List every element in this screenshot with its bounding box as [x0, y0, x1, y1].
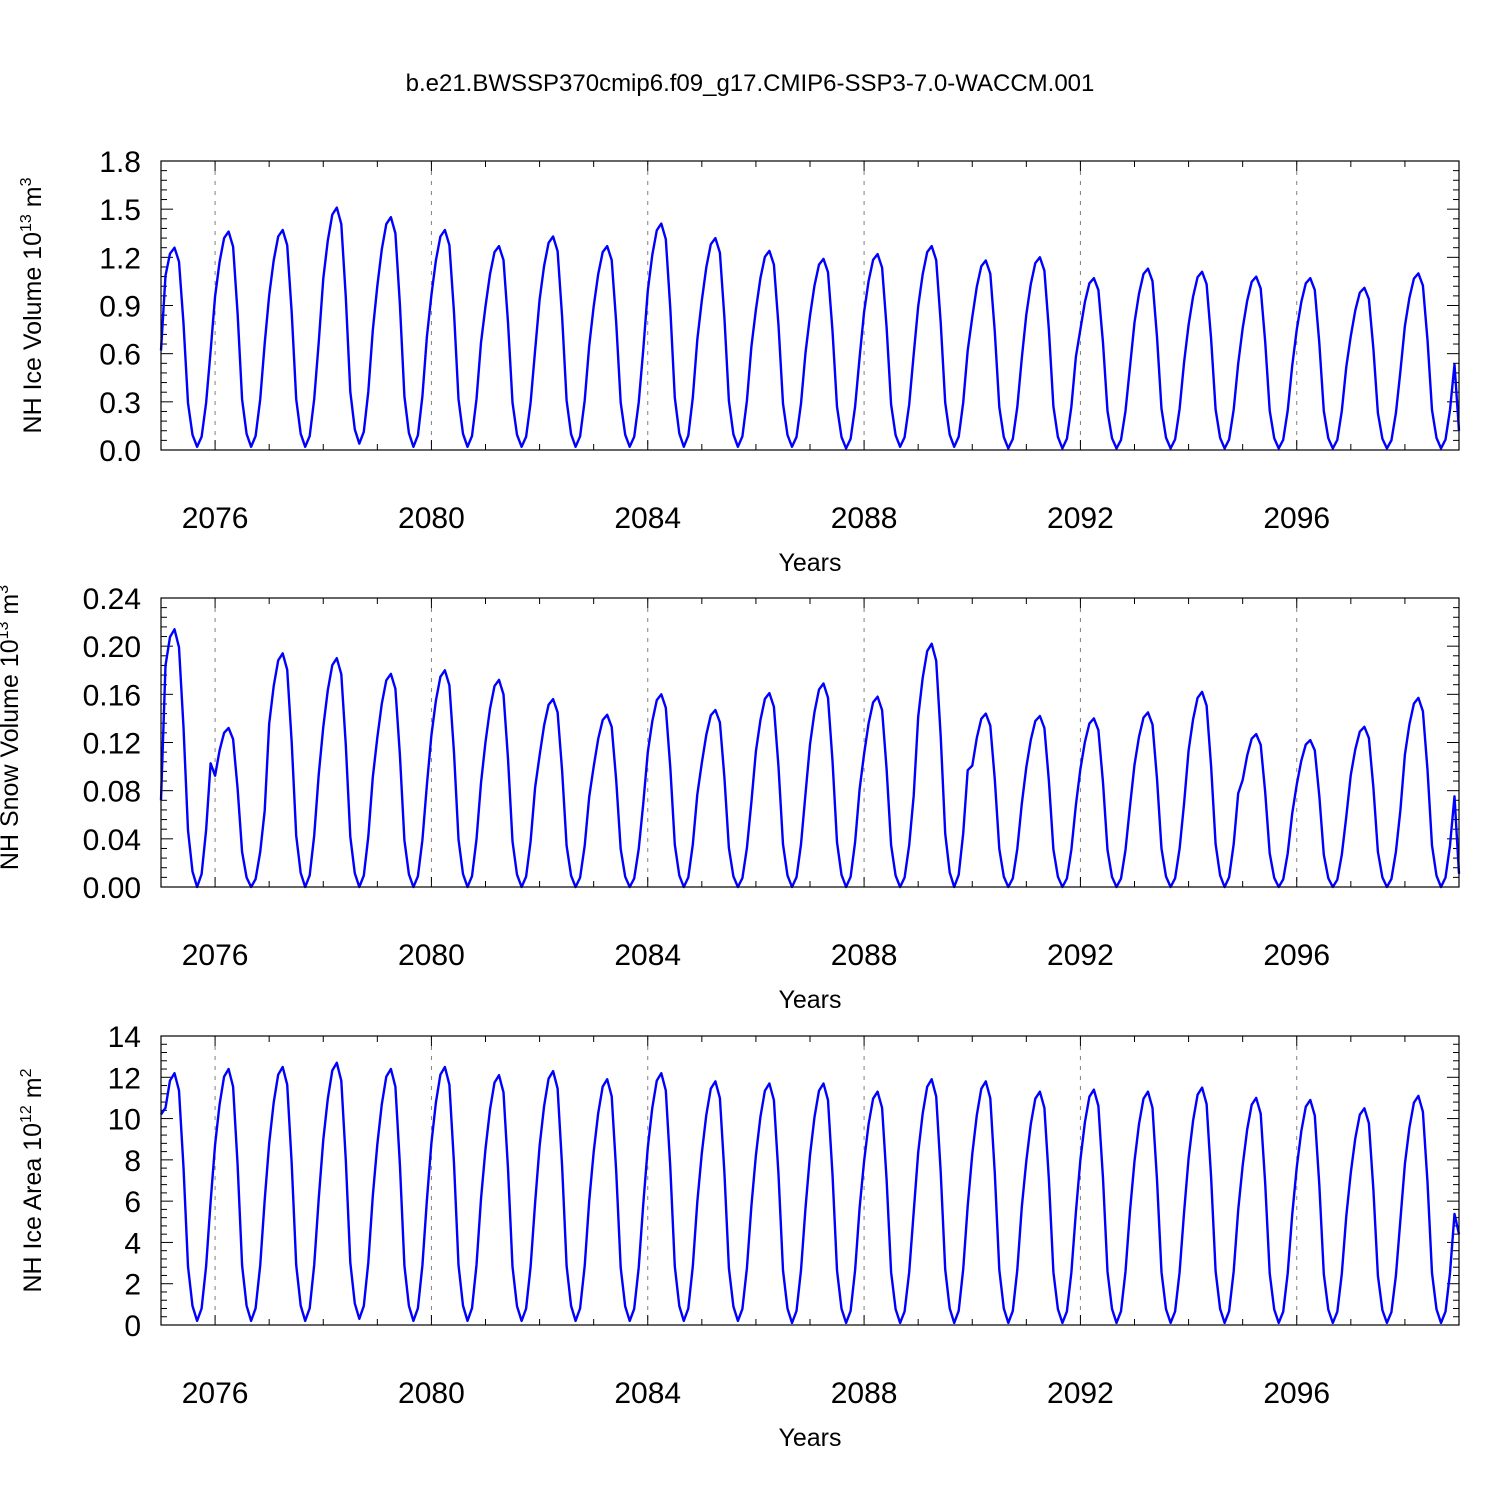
y-tick-label: 1.5 [99, 194, 141, 227]
x-tick-label: 2076 [182, 502, 249, 535]
y-tick-label: 12 [108, 1062, 141, 1095]
x-tick-label: 2088 [831, 939, 898, 972]
y-tick-label: 0.20 [83, 631, 141, 664]
x-axis-title: Years [778, 1424, 841, 1452]
y-tick-label: 2 [124, 1269, 141, 1302]
series-line [159, 206, 1461, 450]
x-axis-title: Years [778, 986, 841, 1014]
y-tick-label: 0.9 [99, 291, 141, 324]
series-line [159, 628, 1461, 889]
y-tick-label: 8 [124, 1145, 141, 1178]
y-tick-label: 0.16 [83, 679, 141, 712]
y-axis-title: NH Snow Volume 1013 m3 [0, 585, 24, 870]
y-axis-title: NH Ice Volume 1013 m3 [18, 177, 47, 433]
y-tick-label: 0.08 [83, 776, 141, 809]
x-tick-label: 2084 [614, 502, 681, 535]
y-axis-title: NH Ice Area 1012 m2 [18, 1068, 47, 1292]
y-tick-label: 0.24 [83, 583, 141, 616]
plot-frame [160, 597, 1460, 888]
x-tick-label: 2080 [398, 1377, 465, 1410]
series-line [160, 1061, 1461, 1325]
y-tick-label: 10 [108, 1104, 141, 1137]
x-tick-label: 2080 [398, 502, 465, 535]
x-tick-label: 2088 [831, 502, 898, 535]
plot-frame [160, 1035, 1460, 1326]
x-tick-label: 2092 [1047, 939, 1114, 972]
y-tick-label: 0.12 [83, 728, 141, 761]
x-tick-label: 2088 [831, 1377, 898, 1410]
panel-snow-volume: 0.00 0.04 0.08 0.12 0.16 0.20 0.24 2076 2080 2084… [0, 583, 1461, 1014]
x-tick-label: 2084 [614, 939, 681, 972]
y-tick-label: 14 [108, 1021, 141, 1054]
x-tick-label: 2076 [182, 1377, 249, 1410]
x-axis-title: Years [778, 549, 841, 577]
x-tick-label: 2092 [1047, 502, 1114, 535]
y-tick-label: 6 [124, 1186, 141, 1219]
y-tick-label: 1.8 [99, 146, 141, 179]
plot-frame [160, 160, 1460, 451]
y-tick-label: 4 [124, 1227, 141, 1260]
figure-title: b.e21.BWSSP370cmip6.f09_g17.CMIP6-SSP3-7… [405, 70, 1095, 97]
x-tick-label: 2080 [398, 939, 465, 972]
y-tick-label: 0.00 [83, 872, 141, 905]
x-tick-label: 2096 [1263, 939, 1330, 972]
y-tick-label: 0.6 [99, 339, 141, 372]
panel-ice-area: 0 2 4 6 8 10 12 14 2076 2080 2084 2088 2092 2096 Years… [18, 1021, 1461, 1452]
y-tick-label: 0.04 [83, 824, 141, 857]
y-tick-label: 0 [124, 1310, 141, 1343]
x-tick-label: 2092 [1047, 1377, 1114, 1410]
y-tick-label: 1.2 [99, 242, 141, 275]
x-tick-label: 2096 [1263, 1377, 1330, 1410]
x-tick-label: 2084 [614, 1377, 681, 1410]
y-tick-label: 0.0 [99, 435, 141, 468]
y-tick-label: 0.3 [99, 387, 141, 420]
x-tick-label: 2096 [1263, 502, 1330, 535]
panel-ice-volume: 0.0 0.3 0.6 0.9 1.2 1.5 1.8 2076 2080 2084 2088 209… [18, 146, 1461, 577]
x-tick-label: 2076 [182, 939, 249, 972]
